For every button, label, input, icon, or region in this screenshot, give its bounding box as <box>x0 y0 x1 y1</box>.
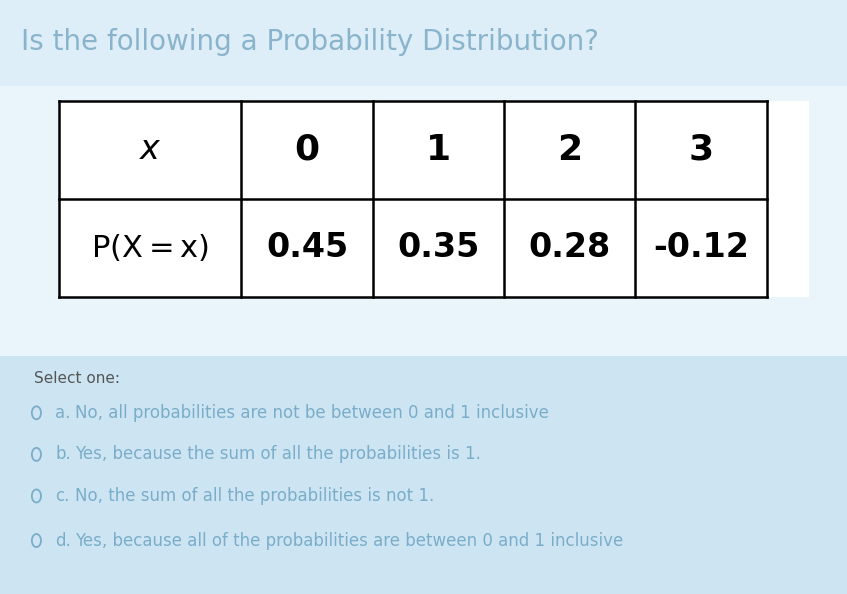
Text: a.: a. <box>55 404 70 422</box>
Text: Yes, because all of the probabilities are between 0 and 1 inclusive: Yes, because all of the probabilities ar… <box>75 532 623 549</box>
Text: 0.45: 0.45 <box>266 232 348 264</box>
Text: $x$: $x$ <box>139 134 162 166</box>
Text: Select one:: Select one: <box>34 371 120 386</box>
Text: d.: d. <box>55 532 71 549</box>
Text: Yes, because the sum of all the probabilities is 1.: Yes, because the sum of all the probabil… <box>75 446 480 463</box>
Text: Is the following a Probability Distribution?: Is the following a Probability Distribut… <box>21 27 599 56</box>
Text: 3: 3 <box>689 133 713 167</box>
Text: b.: b. <box>55 446 71 463</box>
Text: 0: 0 <box>295 133 319 167</box>
Text: c.: c. <box>55 487 69 505</box>
Text: $\mathrm{P(X{=}x)}$: $\mathrm{P(X{=}x)}$ <box>91 232 209 264</box>
Text: No, the sum of all the probabilities is not 1.: No, the sum of all the probabilities is … <box>75 487 434 505</box>
Text: No, all probabilities are not be between 0 and 1 inclusive: No, all probabilities are not be between… <box>75 404 548 422</box>
Text: 1: 1 <box>426 133 451 167</box>
Text: 2: 2 <box>557 133 582 167</box>
Text: -0.12: -0.12 <box>653 232 749 264</box>
Text: 0.28: 0.28 <box>529 232 611 264</box>
Text: 0.35: 0.35 <box>397 232 479 264</box>
